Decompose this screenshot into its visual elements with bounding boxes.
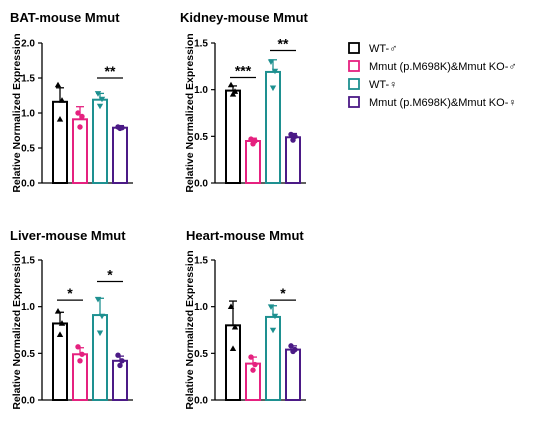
data-point [119,358,125,364]
y-tick-label: 1.0 [194,85,208,96]
y-tick-label: 0.0 [194,179,208,190]
chart-panel-3: Liver-mouse Mmut Relative Normalized Expr… [10,228,133,410]
data-point [98,96,106,103]
data-point [250,141,256,147]
data-point [117,362,123,369]
data-point [271,313,279,320]
chart-panels: BAT-mouse Mmut Relative Normalized Expres… [10,10,309,410]
data-point [269,85,277,92]
data-point [94,91,102,97]
y-axis-label: Relative Normalized Expression [11,250,23,409]
data-point [54,308,62,314]
data-point [117,125,123,132]
y-tick-label: 0.5 [21,349,35,360]
data-point [96,103,104,110]
legend-label: Mmut (p.M698K)&Mmut KO-♀ [369,97,517,109]
legend-item: WT-♂ [348,42,397,55]
y-tick-label: 0.5 [21,144,35,155]
data-point [96,330,104,337]
data-point [75,110,81,116]
y-tick-label: 0.5 [194,132,208,143]
bar [285,136,301,184]
data-point [58,320,66,326]
chart-title: BAT-mouse Mmut [10,10,120,25]
data-point [288,343,294,349]
data-point [250,367,256,373]
legend-item: Mmut (p.M698K)&Mmut KO-♂ [348,60,517,73]
data-point [115,352,121,358]
legend-item: Mmut (p.M698K)&Mmut KO-♀ [348,96,517,109]
y-axis-label: Relative Normalized Expression [184,33,196,192]
significance-label: *** [235,63,252,79]
chart-title: Heart-mouse Mmut [186,228,304,243]
bar [92,314,108,402]
y-axis-label: Relative Normalized Expression [184,250,196,409]
y-tick-label: 1.5 [21,74,35,85]
chart-title: Kidney-mouse Mmut [180,10,309,25]
data-point [77,124,83,130]
legend: WT-♂ Mmut (p.M698K)&Mmut KO-♂ WT-♀ Mmut (p.… [348,42,517,109]
data-point [290,348,296,355]
data-point [77,358,83,364]
chart-title: Liver-mouse Mmut [10,228,126,243]
data-point [94,296,102,303]
data-point [231,323,239,330]
significance-label: * [280,285,286,301]
data-point [54,81,62,88]
data-point [229,91,237,97]
data-point [58,97,66,103]
data-point [75,344,81,350]
legend-swatch [348,60,360,72]
y-tick-label: 1.0 [194,302,208,313]
bar [225,324,241,402]
y-tick-label: 0.0 [194,396,208,407]
chart-panel-1: BAT-mouse Mmut Relative Normalized Expres… [10,10,133,193]
bar [92,98,108,184]
significance-label: ** [105,63,116,79]
data-point [229,345,237,351]
data-point [267,304,275,310]
significance-label: ** [278,35,289,51]
chart-panel-2: Kidney-mouse Mmut Relative Normalized Exp… [180,10,309,193]
legend-label: WT-♂ [369,43,397,55]
bar [245,140,261,184]
y-tick-label: 1.5 [194,256,208,267]
y-tick-label: 2.0 [21,39,35,50]
y-axis-label: Relative Normalized Expression [11,33,23,192]
y-tick-label: 1.0 [21,109,35,120]
data-point [248,354,254,360]
data-point [56,331,64,337]
data-point [98,313,106,320]
data-point [56,116,64,122]
data-point [227,81,235,88]
legend-item: WT-♀ [348,78,397,91]
y-tick-label: 1.5 [194,39,208,50]
y-tick-label: 0.5 [194,349,208,360]
bar [112,126,128,184]
data-point [267,59,275,65]
data-point [252,361,258,368]
data-point [269,327,277,334]
y-tick-label: 1.5 [21,256,35,267]
chart-panel-4: Heart-mouse Mmut Relative Normalized Expr… [184,228,306,410]
legend-swatch [348,96,360,108]
bar [52,100,68,184]
legend-label: Mmut (p.M698K)&Mmut KO-♂ [369,61,517,73]
bar [285,348,301,402]
data-point [79,351,85,357]
y-tick-label: 1.0 [21,302,35,313]
legend-swatch [348,78,360,90]
y-tick-label: 0.0 [21,396,35,407]
data-point [227,303,235,309]
significance-label: * [107,266,113,282]
bar [225,89,241,184]
data-point [79,113,85,120]
significance-label: * [67,285,73,301]
data-point [290,137,296,143]
data-point [271,68,279,75]
legend-swatch [348,42,360,54]
legend-label: WT-♀ [369,79,397,91]
y-tick-label: 0.0 [21,179,35,190]
